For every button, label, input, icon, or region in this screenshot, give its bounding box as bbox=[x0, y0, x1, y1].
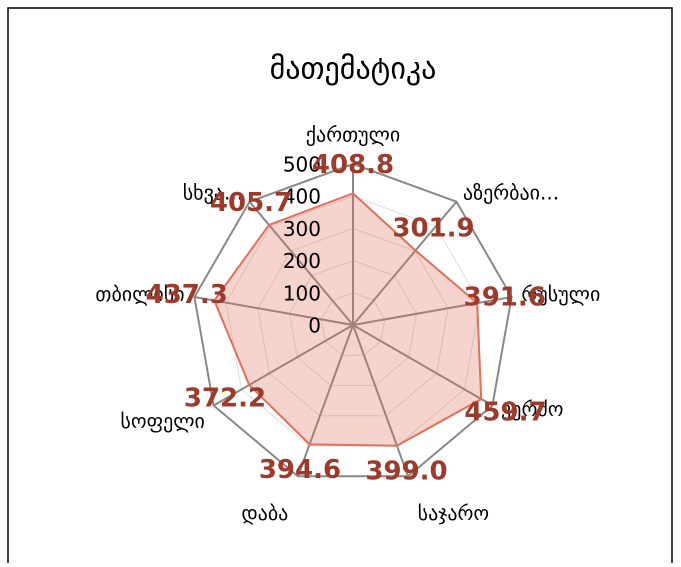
axis-spoke bbox=[352, 324, 410, 477]
value-label: 301.9 bbox=[392, 214, 474, 244]
value-label: 408.8 bbox=[312, 150, 394, 180]
value-label: 391.6 bbox=[464, 283, 546, 313]
category-label: დაბა bbox=[241, 501, 288, 525]
axis-spoke bbox=[352, 201, 458, 326]
category-label: რუსული bbox=[521, 282, 600, 306]
axis-spoke bbox=[352, 324, 493, 407]
value-label: 459.7 bbox=[464, 398, 546, 428]
category-label: საჯარო bbox=[418, 501, 489, 525]
value-label: 372.2 bbox=[184, 383, 266, 413]
tick-label: 300 bbox=[283, 217, 321, 241]
radar-area bbox=[213, 192, 483, 447]
tick-label: 0 bbox=[308, 314, 321, 338]
tick-label: 100 bbox=[283, 281, 321, 305]
tick-label: 400 bbox=[283, 185, 321, 209]
axis-spoke bbox=[352, 296, 512, 326]
grid-ring bbox=[257, 227, 449, 417]
category-label: სოფელი bbox=[120, 409, 204, 433]
axis-spoke bbox=[296, 324, 354, 477]
grid-ring bbox=[320, 292, 386, 356]
category-label: სხვა... bbox=[183, 181, 243, 205]
tick-label: 200 bbox=[283, 249, 321, 273]
grid-ring bbox=[193, 162, 513, 478]
tick-label: 500 bbox=[283, 153, 321, 177]
category-label: კერძო bbox=[501, 397, 563, 421]
value-label: 399.0 bbox=[365, 457, 447, 487]
value-label: 437.3 bbox=[146, 280, 228, 310]
category-label: აზერბაი... bbox=[463, 181, 559, 205]
grid-ring bbox=[289, 260, 417, 387]
category-label: ქართული bbox=[306, 123, 400, 147]
value-label: 405.7 bbox=[210, 188, 292, 218]
frame bbox=[7, 7, 673, 567]
category-label: თბილისი bbox=[95, 282, 184, 306]
axis-spoke bbox=[248, 201, 354, 326]
axis-spoke bbox=[213, 324, 354, 407]
axis-spoke bbox=[194, 296, 354, 326]
value-label: 394.6 bbox=[259, 455, 341, 485]
chart-title: მათემატიკა bbox=[270, 52, 437, 87]
